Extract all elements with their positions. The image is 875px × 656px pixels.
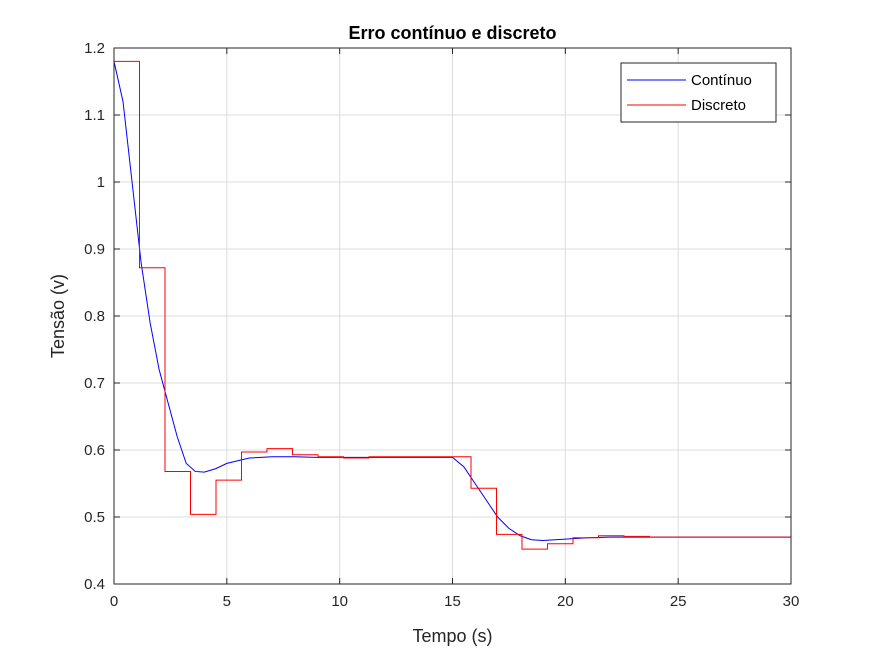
series-line-discreto xyxy=(114,60,791,550)
y-axis-title: Tensão (v) xyxy=(48,274,68,358)
y-tick-label: 0.6 xyxy=(84,442,105,459)
x-axis: 0 5 10 15 20 25 30 xyxy=(110,48,800,610)
y-tick-label: 0.9 xyxy=(84,241,105,258)
x-tick-label: 25 xyxy=(670,593,687,610)
legend: Contínuo Discreto xyxy=(620,62,777,123)
y-tick-label: 0.7 xyxy=(84,375,105,392)
x-tick-label: 0 xyxy=(110,593,118,610)
series-layer xyxy=(113,60,791,550)
y-tick-label: 1 xyxy=(97,174,105,191)
legend-box xyxy=(620,62,777,123)
chart-title: Erro contínuo e discreto xyxy=(348,23,556,43)
x-tick-label: 10 xyxy=(331,593,348,610)
x-tick-label: 30 xyxy=(783,593,800,610)
x-tick-label: 15 xyxy=(444,593,461,610)
x-tick-label: 20 xyxy=(557,593,574,610)
x-axis-title: Tempo (s) xyxy=(412,626,492,646)
series-line-continuo xyxy=(113,61,791,541)
y-tick-label: 1.2 xyxy=(84,40,105,57)
legend-label: Discreto xyxy=(691,97,746,114)
legend-label: Contínuo xyxy=(691,72,752,89)
y-axis: 0.4 0.5 0.6 0.7 0.8 0.9 1 1.1 1.2 xyxy=(84,40,791,593)
y-tick-label: 0.5 xyxy=(84,509,105,526)
y-tick-label: 0.4 xyxy=(84,576,105,593)
x-tick-label: 5 xyxy=(223,593,231,610)
y-tick-label: 1.1 xyxy=(84,107,105,124)
y-tick-label: 0.8 xyxy=(84,308,105,325)
